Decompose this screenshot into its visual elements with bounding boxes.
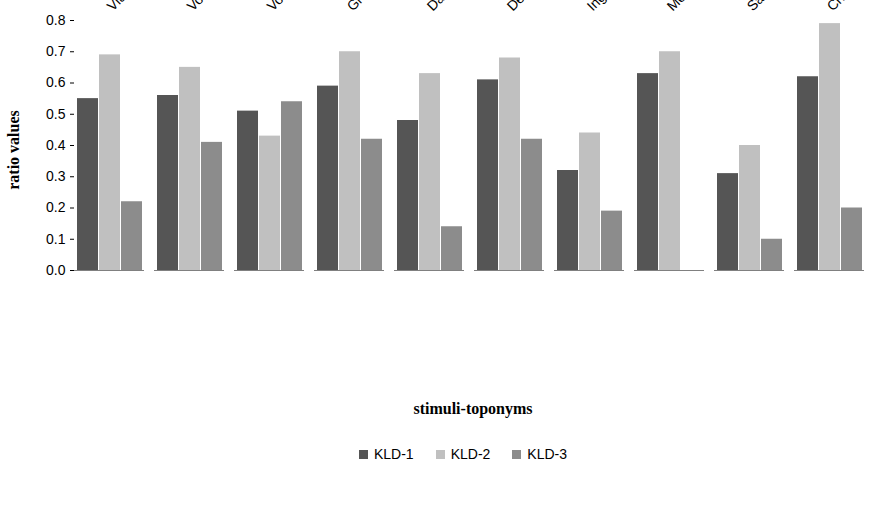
html-text:KLD-2: KLD-2: [450, 446, 491, 462]
svg-text:Grozny: Grozny: [343, 0, 386, 14]
html-text:KLD-3: KLD-3: [527, 446, 567, 462]
svg-text:0.6: 0.6: [46, 74, 66, 90]
svg-text:Saint Petersburg: Saint Petersburg: [743, 0, 828, 14]
svg-text:0.3: 0.3: [46, 168, 66, 184]
svg-text:0.2: 0.2: [46, 199, 66, 215]
svg-text:0.7: 0.7: [46, 43, 66, 59]
svg-text:Derbent: Derbent: [503, 0, 550, 14]
svg-text:Moscow: Moscow: [663, 0, 711, 14]
html-text:stimuli-toponyms: stimuli-toponyms: [413, 400, 533, 417]
svg-text:0.8: 0.8: [46, 12, 66, 28]
svg-text:Vladikavkaz: Vladikavkaz: [103, 0, 167, 14]
svg-text:Chechnya: Chechnya: [823, 0, 879, 14]
svg-text:0.5: 0.5: [46, 106, 66, 122]
svg-text:Volgograd: Volgograd: [183, 0, 239, 14]
html-text:KLD-1: KLD-1: [374, 446, 414, 462]
svg-text:0.1: 0.1: [46, 231, 66, 247]
svg-text:Voronezh: Voronezh: [263, 0, 316, 14]
svg-text:0.0: 0.0: [46, 262, 66, 278]
svg-text:Dagestan: Dagestan: [423, 0, 477, 14]
svg-text:Ingushetia: Ingushetia: [583, 0, 640, 14]
html-text:ratio values: ratio values: [5, 110, 22, 190]
svg-text:0.4: 0.4: [46, 137, 66, 153]
